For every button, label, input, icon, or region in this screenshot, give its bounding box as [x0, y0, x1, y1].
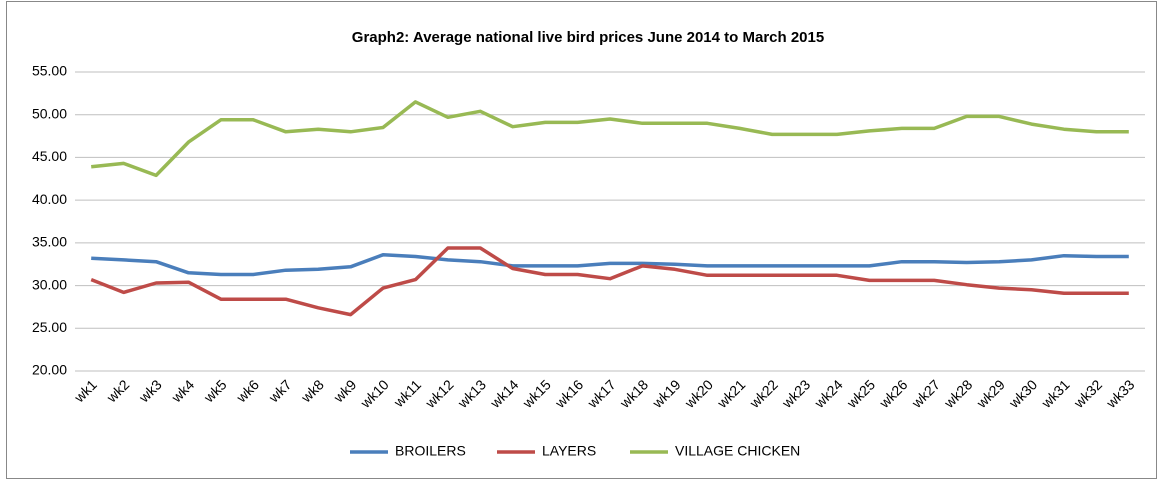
chart-border — [6, 1, 1157, 479]
legend-label: BROILERS — [395, 443, 466, 459]
y-tick-label: 40.00 — [32, 191, 67, 207]
legend-label: VILLAGE CHICKEN — [675, 443, 800, 459]
y-tick-label: 25.00 — [32, 319, 67, 335]
series-line — [91, 100, 1129, 178]
legend-label: LAYERS — [542, 443, 596, 459]
y-tick-label: 50.00 — [32, 105, 67, 121]
y-tick-label: 30.00 — [32, 276, 67, 292]
chart-title: Graph2: Average national live bird price… — [352, 29, 824, 46]
y-tick-label: 55.00 — [32, 63, 67, 79]
y-tick-label: 35.00 — [32, 234, 67, 250]
series-line — [90, 246, 1129, 317]
y-tick-label: 20.00 — [32, 362, 67, 378]
series-line — [91, 253, 1129, 277]
y-tick-label: 45.00 — [32, 148, 67, 164]
